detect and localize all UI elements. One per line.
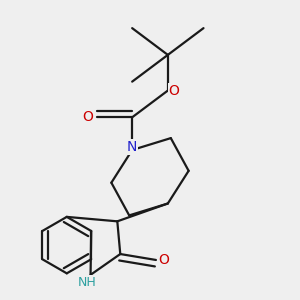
Text: N: N xyxy=(127,140,137,154)
Text: O: O xyxy=(82,110,93,124)
Text: NH: NH xyxy=(78,276,97,289)
Text: O: O xyxy=(158,253,169,267)
Text: O: O xyxy=(168,84,179,98)
